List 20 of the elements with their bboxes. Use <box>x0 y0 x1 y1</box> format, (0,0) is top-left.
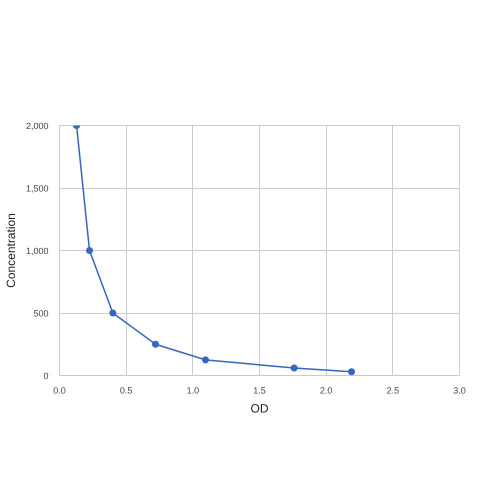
point <box>86 247 93 254</box>
x-tick-label: 1.0 <box>186 386 200 396</box>
y-tick-label: 0 <box>43 371 49 381</box>
y-tick-label: 1,000 <box>26 246 49 256</box>
x-tick-label: 1.5 <box>253 386 266 396</box>
point <box>152 340 159 348</box>
y-tick-label: 500 <box>33 308 49 318</box>
point <box>109 310 116 316</box>
point <box>290 364 298 372</box>
y-axis-title: Concentration <box>4 213 18 288</box>
x-tick-label: 0.0 <box>53 386 66 396</box>
y-tick-label: 1,500 <box>26 184 49 194</box>
x-tick-label: 0.5 <box>120 386 132 396</box>
x-tick-label: 2.5 <box>386 386 400 396</box>
point <box>348 368 355 376</box>
x-tick-label: 2.0 <box>320 386 332 396</box>
y-tick-label: 2,000 <box>26 121 49 131</box>
x-axis-title: OD <box>250 402 269 416</box>
x-tick-label: 3.0 <box>453 386 466 396</box>
point <box>202 356 209 364</box>
